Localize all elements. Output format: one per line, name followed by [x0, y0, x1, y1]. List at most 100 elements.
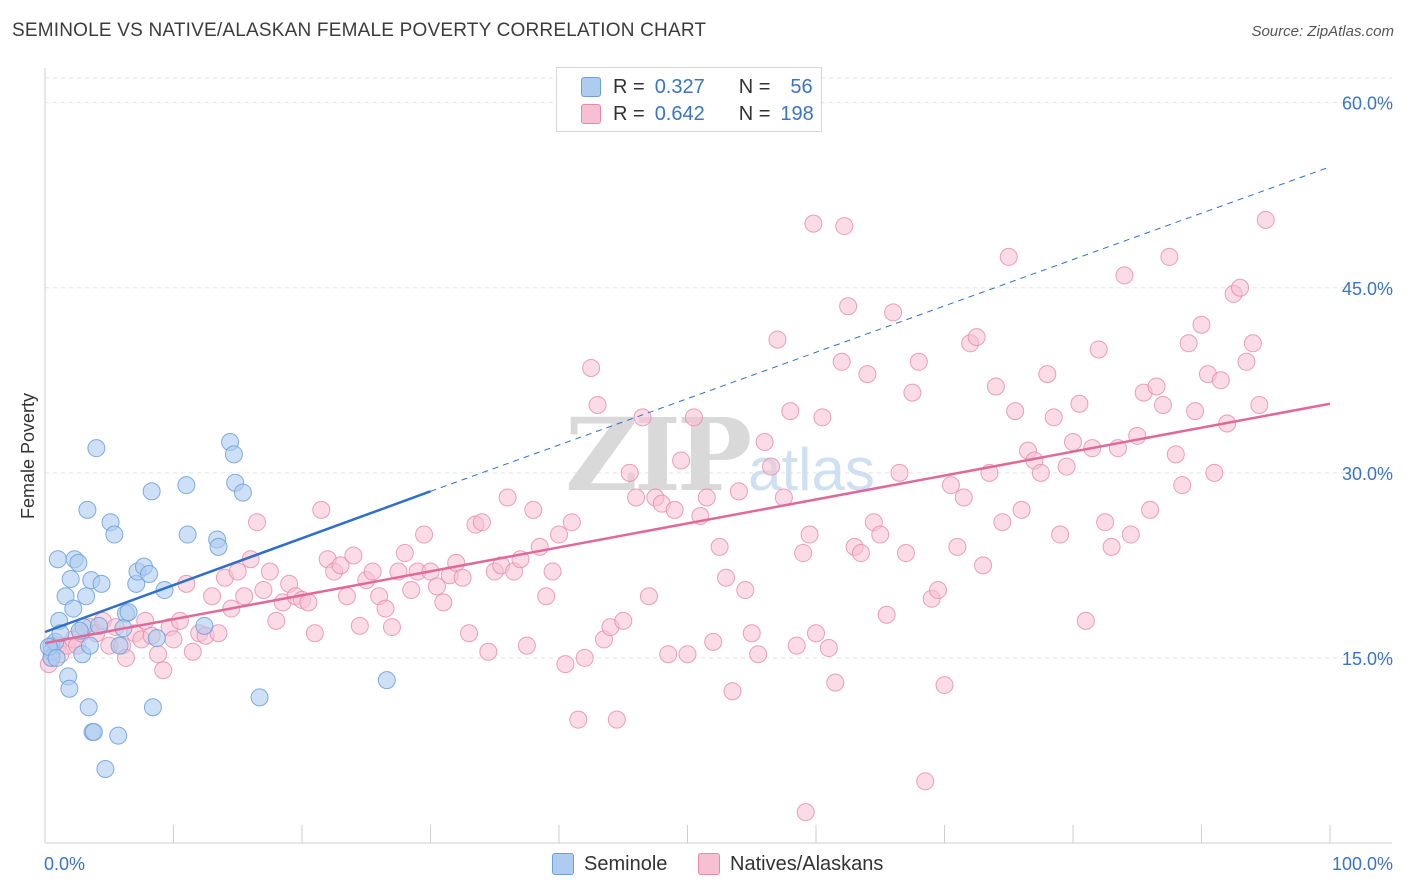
natives-point — [1211, 371, 1230, 390]
natives-swatch — [581, 104, 601, 124]
x-tick-label: 0.0% — [44, 854, 85, 874]
natives-point — [575, 648, 594, 667]
natives-point — [517, 636, 536, 655]
natives-point — [1102, 537, 1121, 556]
natives-point — [498, 488, 517, 507]
natives-point — [993, 513, 1012, 532]
natives-point — [1051, 525, 1070, 544]
seminole-point — [47, 648, 66, 667]
natives-point — [1205, 463, 1224, 482]
seminole-point — [119, 603, 138, 622]
seminole-point — [60, 679, 79, 698]
seminole-point — [140, 565, 159, 584]
natives-point — [1237, 352, 1256, 371]
natives-point — [209, 624, 228, 643]
natives-point — [639, 587, 658, 606]
natives-point — [614, 611, 633, 630]
natives-point — [472, 513, 491, 532]
natives-point — [1031, 463, 1050, 482]
natives-point — [826, 673, 845, 692]
seminole-point — [143, 698, 162, 717]
natives-point — [858, 365, 877, 384]
natives-point — [633, 408, 652, 427]
natives-point — [916, 772, 935, 791]
natives-point — [260, 562, 279, 581]
seminole-trend-line — [44, 490, 431, 634]
legend-item-seminole: Seminole — [552, 851, 667, 877]
natives-point — [402, 581, 421, 600]
natives-point — [228, 562, 247, 581]
natives-point — [665, 500, 684, 519]
natives-point — [1076, 611, 1095, 630]
n-label: N = — [738, 102, 771, 125]
natives-point — [954, 488, 973, 507]
natives-point — [813, 408, 832, 427]
legend-label: Natives/Alaskans — [730, 852, 884, 875]
seminole-point — [48, 550, 67, 569]
natives-point — [871, 525, 890, 544]
natives-point — [395, 544, 414, 563]
natives-point — [659, 645, 678, 664]
natives-point — [832, 352, 851, 371]
natives-point — [1096, 513, 1115, 532]
natives-point — [627, 488, 646, 507]
natives-point — [350, 616, 369, 635]
natives-point — [312, 500, 331, 519]
natives-point — [543, 562, 562, 581]
natives-point — [254, 581, 273, 600]
legend-label: Seminole — [584, 852, 668, 875]
natives-point — [999, 247, 1018, 266]
r-label: R = — [613, 75, 645, 98]
r-label: R = — [613, 102, 645, 125]
seminole-point — [87, 439, 106, 458]
n-label: N = — [738, 75, 771, 98]
natives-point — [736, 581, 755, 600]
natives-point — [704, 632, 723, 651]
natives-point — [434, 593, 453, 612]
natives-point — [723, 682, 742, 701]
natives-point — [1089, 340, 1108, 359]
legend-row-natives: R = 0.642 N = 198 — [581, 100, 814, 128]
natives-point — [1243, 334, 1262, 353]
y-tick-label: 30.0% — [1342, 464, 1393, 484]
natives-point — [794, 544, 813, 563]
natives-point — [537, 587, 556, 606]
natives-point — [582, 358, 601, 377]
legend-item-natives: Natives/Alaskans — [698, 851, 883, 877]
natives-point — [427, 577, 446, 596]
natives-point — [941, 476, 960, 495]
natives-point — [267, 611, 286, 630]
natives-point — [851, 544, 870, 563]
r-value: 0.642 — [654, 102, 705, 125]
natives-point — [974, 556, 993, 575]
natives-point — [1173, 476, 1192, 495]
axes: 15.0% 30.0% 45.0% 60.0% 0.0% 100.0% — [44, 68, 1393, 874]
natives-point — [1006, 402, 1025, 421]
y-tick-label: 15.0% — [1342, 649, 1393, 669]
trend-lines — [44, 166, 1331, 645]
natives-point — [1250, 395, 1269, 414]
natives-point — [1153, 395, 1172, 414]
natives-point — [1121, 525, 1140, 544]
x-tick-label: 100.0% — [1332, 854, 1393, 874]
natives-point — [804, 214, 823, 233]
seminole-swatch — [552, 853, 574, 875]
gridlines — [45, 77, 1392, 659]
legend-row-seminole: R = 0.327 N = 56 — [581, 73, 813, 101]
n-value: 56 — [790, 75, 813, 98]
natives-point — [717, 568, 736, 587]
natives-point — [755, 432, 774, 451]
natives-point — [800, 525, 819, 544]
series-seminole-points — [39, 432, 396, 778]
natives-point — [1038, 365, 1057, 384]
seminole-point — [105, 525, 124, 544]
y-tick-label: 60.0% — [1342, 94, 1393, 114]
natives-point — [1186, 402, 1205, 421]
natives-point — [1044, 408, 1063, 427]
natives-point — [203, 587, 222, 606]
natives-point — [1192, 315, 1211, 334]
natives-point — [1231, 278, 1250, 297]
natives-point — [588, 395, 607, 414]
natives-point — [884, 303, 903, 322]
seminole-point — [61, 569, 80, 588]
